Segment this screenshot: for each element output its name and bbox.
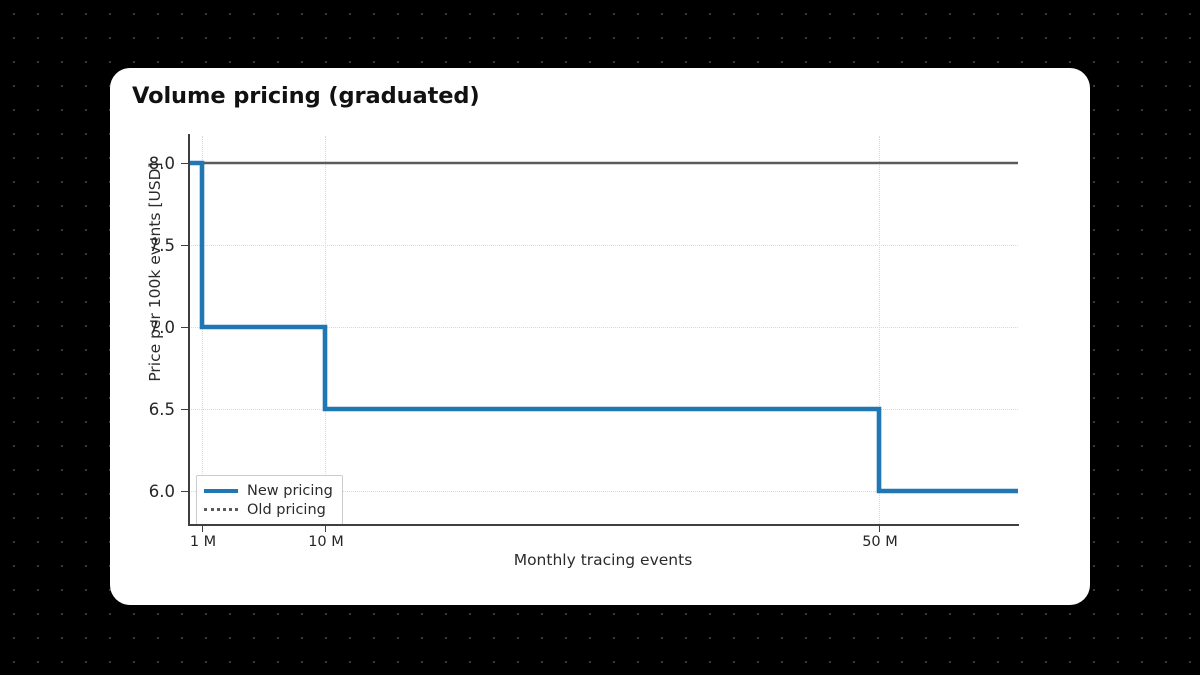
legend-label-new-pricing: New pricing [247, 482, 333, 499]
ticklabel-y-6-0: 6.0 [148, 482, 175, 501]
legend-item-old-pricing[interactable]: Old pricing [204, 500, 333, 519]
tick-y-6-5 [181, 409, 188, 411]
x-axis-title: Monthly tracing events [513, 551, 693, 569]
series-layer [188, 160, 1018, 494]
gridline-x-50m [879, 136, 880, 524]
axis-spine-bottom [188, 524, 1019, 526]
ticklabel-y-7-0: 7.0 [148, 318, 175, 337]
ticklabel-y-7-5: 7.5 [148, 236, 175, 255]
ticklabel-x-50m: 50 M [862, 534, 898, 550]
chart-legend[interactable]: New pricing Old pricing [196, 475, 343, 525]
ticklabel-y-8-0: 8.0 [148, 154, 175, 173]
tick-x-50m [879, 525, 881, 532]
tick-y-6-0 [181, 491, 188, 493]
chart-card: Volume pricing (graduated) [110, 68, 1090, 605]
legend-swatch-new-pricing [204, 488, 238, 493]
ticklabel-y-6-5: 6.5 [148, 400, 175, 419]
tick-y-7-5 [181, 245, 188, 247]
tick-x-10m [325, 525, 327, 532]
legend-label-old-pricing: Old pricing [247, 501, 326, 518]
legend-item-new-pricing[interactable]: New pricing [204, 481, 333, 500]
gridline-y-7-0 [188, 327, 1018, 328]
tick-y-8-0 [181, 163, 188, 165]
page-title: Volume pricing (graduated) [132, 83, 480, 109]
chart-figure: 6.0 6.5 7.0 7.5 8.0 1 M 10 M 50 M Monthl… [110, 68, 1090, 605]
legend-swatch-old-pricing [204, 508, 238, 511]
gridline-y-6-0 [188, 491, 1018, 492]
y-axis-title: Price per 100k events [USD] [146, 162, 164, 382]
tick-x-1m [202, 525, 204, 532]
tick-y-7-0 [181, 327, 188, 329]
series-new-pricing [188, 160, 1018, 494]
gridline-y-7-5 [188, 245, 1018, 246]
ticklabel-x-10m: 10 M [308, 534, 344, 550]
gridline-x-1m [202, 136, 203, 524]
ticklabel-x-1m: 1 M [189, 534, 217, 550]
axis-spine-left [188, 134, 190, 526]
